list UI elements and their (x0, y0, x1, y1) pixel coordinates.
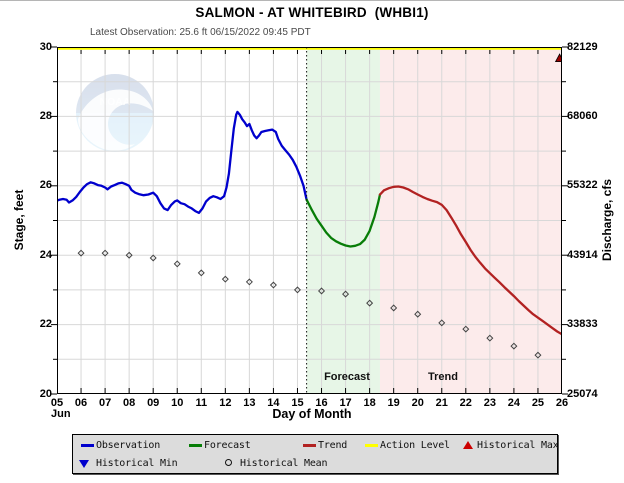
legend-label: Observation (96, 440, 161, 451)
plot-area: NOAA Forecast Trend (57, 47, 562, 394)
day-tick-label: 05 (50, 397, 64, 409)
trend-swatch (303, 444, 316, 447)
discharge-tick-label: 25074 (567, 387, 598, 400)
noaa-wordmark: NOAA (100, 96, 131, 108)
legend-label: Forecast (204, 440, 251, 451)
discharge-tick-label: 43914 (567, 248, 598, 261)
legend-label: Trend (318, 440, 348, 451)
discharge-tick-label: 55322 (567, 179, 598, 192)
historical-mean-marker (173, 260, 181, 268)
day-tick-label: 25 (531, 397, 545, 409)
trend-line (378, 185, 562, 336)
historical-mean-marker (462, 325, 470, 333)
observation-swatch (81, 444, 94, 447)
day-tick-label: 11 (195, 397, 208, 409)
historical-min-icon (79, 460, 89, 468)
month-label: Jun (51, 408, 71, 420)
historical-mean-marker (77, 249, 85, 257)
forecast-swatch (189, 444, 202, 447)
day-tick-label: 13 (243, 397, 256, 409)
stage-tick-label: 22 (39, 318, 52, 331)
legend-label: Historical Max (477, 440, 559, 451)
day-tick-label: 07 (98, 397, 112, 409)
discharge-tick-label: 68060 (567, 109, 598, 122)
day-tick-label: 09 (147, 397, 160, 409)
observation-line (57, 110, 308, 215)
x-axis-title: Day of Month (272, 407, 352, 421)
historical-mean-marker (293, 286, 301, 294)
day-tick-label: 14 (267, 397, 280, 409)
stage-tick-label: 26 (39, 179, 52, 192)
noaa-logo-watermark: NOAA (76, 74, 154, 152)
latest-observation-text: Latest Observation: 25.6 ft 06/15/2022 0… (90, 27, 311, 38)
legend-label: Historical Mean (240, 458, 328, 469)
stage-tick-label: 30 (39, 40, 52, 53)
historical-mean-marker (318, 287, 326, 295)
day-tick-label: 20 (411, 397, 424, 409)
day-tick-label: 23 (483, 397, 496, 409)
historical-mean-marker (125, 251, 133, 259)
left-axis-title: Stage, feet (12, 189, 26, 251)
historical-mean-marker (342, 290, 350, 298)
historical-mean-marker (438, 319, 446, 327)
day-tick-label: 21 (435, 397, 448, 409)
forecast-region-label: Forecast (324, 371, 370, 383)
day-tick-label: 12 (219, 397, 232, 409)
historical-mean-marker (390, 304, 398, 312)
day-tick-label: 06 (74, 397, 88, 409)
day-tick-label: 16 (315, 397, 328, 409)
historical-mean-marker (245, 278, 253, 286)
chart-title: SALMON - AT WHITEBIRD (WHBI1) (195, 5, 429, 20)
day-tick-label: 08 (123, 397, 136, 409)
day-tick-label: 19 (387, 397, 400, 409)
legend-label: Action Level (380, 440, 450, 451)
historical-mean-marker (366, 299, 374, 307)
historical-mean-marker (510, 342, 518, 350)
plot-border (57, 47, 562, 394)
day-tick-label: 10 (171, 397, 184, 409)
action-level-swatch (365, 444, 378, 447)
forecast-line (305, 193, 382, 248)
noaa-bird-icon (78, 89, 153, 151)
historical-mean-marker (101, 249, 109, 257)
historical-mean-marker (269, 281, 277, 289)
historical-mean-icon (225, 459, 232, 466)
historical-mean-marker (534, 351, 542, 359)
plot-canvas: NOAA (57, 47, 562, 394)
trend-region-label: Trend (428, 371, 458, 383)
day-tick-label: 15 (291, 397, 304, 409)
day-tick-label: 22 (459, 397, 472, 409)
historical-mean-marker (197, 269, 205, 277)
historical-mean-marker (486, 334, 494, 342)
historical-mean-marker (414, 310, 422, 318)
day-tick-label: 17 (339, 397, 352, 409)
historical-mean-marker (149, 254, 157, 262)
stage-tick-label: 24 (39, 248, 52, 261)
day-tick-label: 26 (555, 397, 569, 409)
legend-box: Observation Forecast Trend Action Level Hist… (72, 434, 559, 474)
stage-tick-label: 20 (39, 387, 52, 400)
stage-tick-label: 28 (39, 109, 52, 122)
historical-max-icon (463, 441, 473, 449)
legend-label: Historical Min (96, 458, 178, 469)
day-tick-label: 24 (507, 397, 521, 409)
day-tick-label: 18 (363, 397, 376, 409)
historical-mean-marker (221, 275, 229, 283)
discharge-tick-label: 82129 (567, 40, 598, 53)
discharge-tick-label: 33833 (567, 318, 598, 331)
